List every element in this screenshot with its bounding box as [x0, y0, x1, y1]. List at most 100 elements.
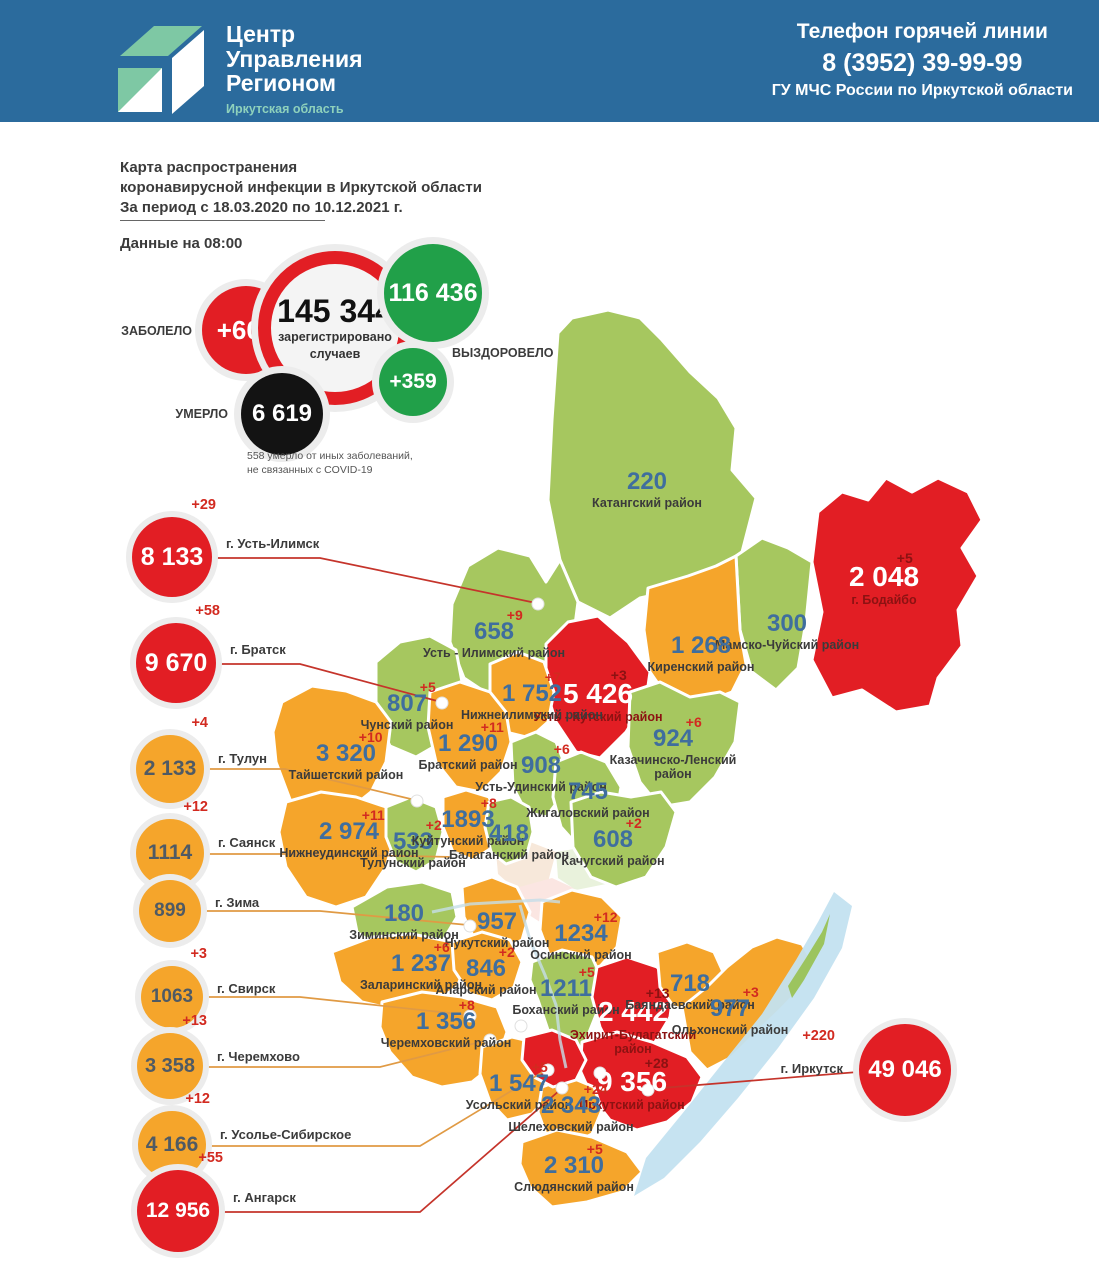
- logo-title-line3: Регионом: [226, 70, 336, 97]
- water-layer: [634, 892, 852, 1196]
- leader-ustilimsk: [213, 557, 537, 604]
- callout-svirsk: +3 1063 г. Свирск: [141, 946, 275, 1028]
- callout-irkutsk-label: г. Иркутск: [780, 1060, 843, 1076]
- registered-caption1: зарегистрировано: [278, 330, 392, 344]
- callout-cheremkhovo: +13 3 358 г. Черемхово: [137, 1013, 300, 1099]
- leader-sayansk: [205, 853, 455, 858]
- region-kazachinsko-shape: [626, 680, 742, 809]
- city-dot-usolye: [541, 1063, 555, 1077]
- callout-irkutsk-value: 49 046: [859, 1024, 951, 1116]
- city-dot-tulun: [410, 794, 424, 808]
- logo-text: Центр Управления Регионом Иркутская обла…: [226, 22, 363, 116]
- callout-sayansk-label: г. Саянск: [218, 835, 276, 851]
- logo-title-line2: Управления: [226, 45, 363, 72]
- callout-tulun-label: г. Тулун: [218, 751, 268, 767]
- city-dot-angarsk: [555, 1081, 569, 1095]
- callout-sayansk-delta: +12: [183, 799, 208, 815]
- callout-angarsk-delta: +55: [198, 1150, 223, 1166]
- sick-label: ЗАБОЛЕЛО: [121, 324, 192, 338]
- hotline-block: Телефон горячей линии 8 (3952) 39-99-99 …: [772, 20, 1073, 100]
- died-circle: 6 619: [241, 373, 323, 455]
- city-dot-zima: [463, 919, 477, 933]
- recovered-circle: 116 436: [384, 244, 482, 342]
- callout-usolye-delta: +12: [185, 1091, 210, 1107]
- river-angara-upper: [431, 898, 561, 914]
- city-dot-svirsk: [463, 1009, 477, 1023]
- logo-subtitle: Иркутская область: [226, 101, 344, 116]
- callout-angarsk-label: г. Ангарск: [233, 1189, 296, 1205]
- region-kachugsky-shape: [569, 790, 678, 889]
- died-label: УМЕРЛО: [175, 407, 228, 421]
- region-bodaibo-shape: [810, 476, 984, 714]
- died-note: 558 умерло от иных заболеваний, не связа…: [247, 450, 413, 476]
- region-bratsky-shape: [426, 680, 513, 794]
- callout-svirsk-label: г. Свирск: [217, 980, 276, 996]
- registered-caption2: случаев: [309, 347, 361, 361]
- leader-tulun: [205, 768, 416, 801]
- callout-ustilimsk-label: г. Усть-Илимск: [226, 536, 320, 552]
- region-zalarinsky-shape: [330, 932, 469, 1012]
- callout-angarsk-value: 12 956: [137, 1170, 219, 1252]
- callout-cheremkhovo-label: г. Черемхово: [217, 1048, 300, 1064]
- callout-svirsk-value: 1063: [141, 966, 203, 1028]
- region-tulunsky-shape: [384, 795, 445, 874]
- map-title: Карта распространения коронавирусной инф…: [120, 158, 482, 254]
- data-time: Данные на 08:00: [120, 235, 243, 253]
- leader-lines: [205, 557, 859, 1213]
- callout-cheremkhovo-delta: +13: [182, 1013, 207, 1029]
- rivers: [431, 898, 568, 1069]
- city-dot-ust-ilimsk: [531, 597, 545, 611]
- region-nizhneudinsky-shape: [277, 790, 398, 909]
- city-dot: [593, 1066, 607, 1080]
- callout-angarsk: +55 12 956 г. Ангарск: [137, 1150, 296, 1252]
- callout-usolye-label: г. Усолье-Сибирское: [220, 1127, 352, 1143]
- callout-sayansk: +12 1114 г. Саянск: [136, 799, 275, 887]
- leader-angarsk: [218, 1089, 561, 1213]
- cube-logo-icon: [118, 26, 204, 114]
- callout-sayansk-value: 1114: [136, 819, 204, 887]
- region-alarsky-shape: [450, 930, 524, 1002]
- title-line1: Карта распространения: [120, 159, 298, 176]
- leader-zima: [205, 910, 469, 926]
- city-dot: [514, 1019, 528, 1033]
- olkhon-island: [788, 914, 830, 998]
- city-dot-cheremkhovo: [483, 1033, 497, 1047]
- hotline-number: 8 (3952) 39-99-99: [822, 49, 1023, 77]
- regions-layer: [271, 308, 984, 1209]
- callout-bratsk: +58 9 670 г. Братск: [136, 603, 286, 703]
- callout-bratsk-value: 9 670: [136, 623, 216, 703]
- callout-svirsk-delta: +3: [190, 946, 207, 962]
- callout-irkutsk-delta: +220: [802, 1028, 835, 1044]
- hotline-org: ГУ МЧС России по Иркутской области: [771, 82, 1073, 99]
- region-sludyansky-shape: [518, 1128, 644, 1209]
- header: Центр Управления Регионом Иркутская обла…: [0, 0, 1099, 122]
- logo: Центр Управления Регионом Иркутская обла…: [118, 22, 363, 118]
- hotline-label: Телефон горячей линии: [796, 20, 1048, 43]
- callout-irkutsk: +220 49 046 г. Иркутск: [781, 1024, 951, 1116]
- city-dot-sayansk: [449, 851, 463, 865]
- leader-svirsk: [207, 996, 469, 1016]
- callout-ustilimsk-delta: +29: [191, 497, 216, 513]
- region-mamsko-shape: [734, 536, 814, 692]
- title-underline: [120, 220, 325, 222]
- callout-zima: 899 г. Зима: [139, 880, 259, 942]
- callout-cheremkhovo-value: 3 358: [137, 1033, 203, 1099]
- callout-zima-value: 899: [139, 880, 201, 942]
- callout-tulun: +4 2 133 г. Тулун: [136, 715, 267, 803]
- river-angara-lower: [518, 904, 568, 1069]
- recovered-delta-circle: +359: [379, 348, 447, 416]
- leader-irkutsk: [648, 1071, 859, 1090]
- title-line3: За период с 18.03.2020 по 10.12.2021 г.: [120, 198, 403, 216]
- callout-tulun-value: 2 133: [136, 735, 204, 803]
- callout-usolye-value: 4 166: [138, 1111, 206, 1179]
- leader-usolye: [207, 1069, 547, 1147]
- logo-title-line1: Центр: [226, 21, 296, 47]
- region-balagansky-shape: [483, 795, 535, 866]
- callout-tulun-delta: +4: [191, 715, 208, 731]
- callout-usolye: +12 4 166 г. Усолье-Сибирское: [138, 1091, 351, 1179]
- title-line2: коронавирусной инфекции в Иркутской обла…: [120, 178, 482, 196]
- leader-cheremkhovo: [205, 1039, 489, 1068]
- leader-bratsk: [217, 663, 442, 703]
